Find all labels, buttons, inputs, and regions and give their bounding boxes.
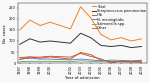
X-axis label: Year of admission: Year of admission — [65, 76, 99, 80]
Y-axis label: No. cases: No. cases — [3, 24, 8, 43]
Legend: Total, Streptococcus pneumoniae, Hib, N. meningitidis, Salmonella spp., Other: Total, Streptococcus pneumoniae, Hib, N.… — [92, 4, 146, 31]
